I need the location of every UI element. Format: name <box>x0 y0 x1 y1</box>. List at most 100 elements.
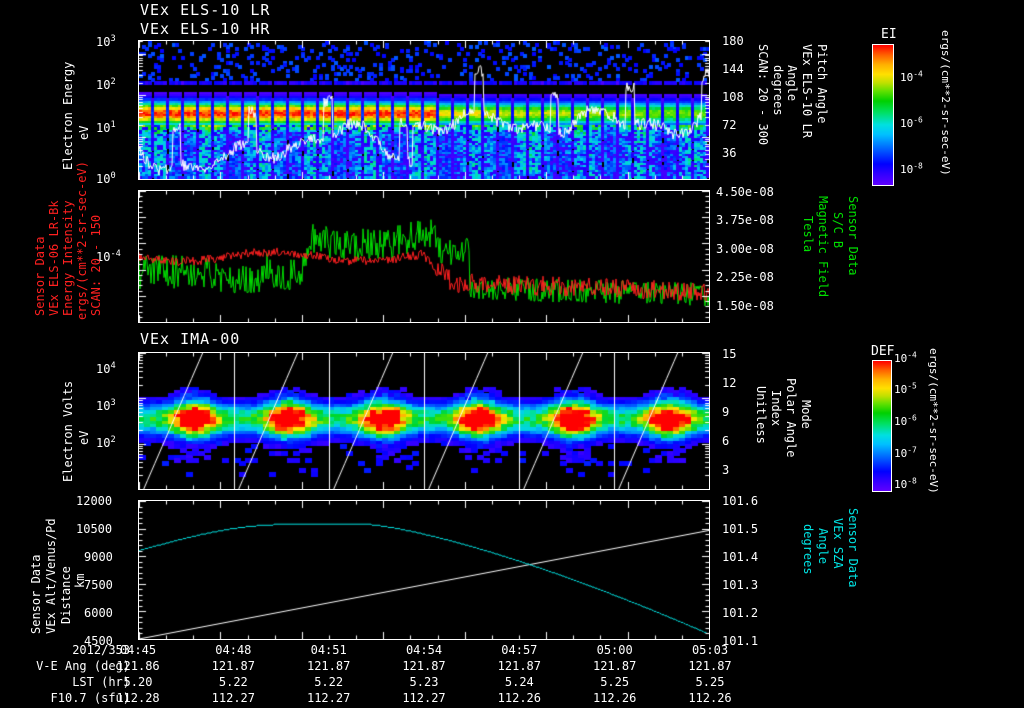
panel4-y2tick-1014: 101.4 <box>722 550 759 564</box>
panel1-y2label-angle: Angle <box>785 65 799 102</box>
colorbar2-units: ergs/(cm**2-sr-sec-eV) <box>927 348 940 494</box>
table-cell: 5.22 <box>218 675 248 689</box>
colorbar1-tick-1em6: 10-6 <box>900 115 923 130</box>
table-cell: 112.26 <box>497 691 541 705</box>
panel1-y2label-sensor: VEx ELS-10 LR <box>800 44 814 138</box>
colorbar2-tick-1em6: 10-6 <box>894 413 917 428</box>
table-row-label: LST (hr) <box>72 675 130 689</box>
panel2-y2tick-300e08: 3.00e-08 <box>716 242 774 256</box>
panel3-y2label-index: Index <box>769 390 783 427</box>
panel3-ytick-1e3: 103 <box>96 398 116 413</box>
panel4-ytick-4500: 4500 <box>84 634 113 648</box>
colorbar1-tick-1em4: 10-4 <box>900 69 923 84</box>
panel1-y2label-scan: SCAN: 20 - 300 <box>756 44 770 146</box>
panel1-ytick-1e0: 100 <box>96 171 116 186</box>
panel1-ylabel-line2: eV <box>77 125 91 140</box>
colorbar2-tick-1em5: 10-5 <box>894 381 917 396</box>
panel3-ylabel-line1: Electron Volts <box>61 380 75 482</box>
panel-electron-energy-spectrogram[interactable] <box>138 40 710 180</box>
panel4-y2tick-1016: 101.6 <box>722 494 759 508</box>
panel4-ytick-9000: 9000 <box>84 550 113 564</box>
panel4-y2tick-1015: 101.5 <box>722 522 759 536</box>
panel1-y2tick-144: 144 <box>722 62 744 76</box>
panel4-ylabel-distance: Distance <box>59 566 73 624</box>
panel4-y2tick-1011: 101.1 <box>722 634 759 648</box>
panel1-y2label-pitch-angle: Pitch Angle <box>815 44 829 124</box>
panel3-y2tick-15: 15 <box>722 347 737 361</box>
panel2-ylabel-scan: SCAN: 20 - 150 <box>89 214 103 316</box>
panel2-y2label-sc-b: S/C B <box>831 212 845 249</box>
panel-energy-intensity-magnetic-field[interactable] <box>138 190 710 323</box>
table-cell: 04:54 <box>405 643 443 657</box>
panel3-y2tick-3: 3 <box>722 463 730 477</box>
colorbar1-title: EI <box>881 27 897 42</box>
table-cell: 05:00 <box>596 643 633 657</box>
panel4-ytick-12000: 12000 <box>76 494 113 508</box>
panel4-y2label-sza: VEx SZA <box>831 518 845 569</box>
table-row-label: 2012/353 <box>72 643 130 657</box>
panel4-ytick-6000: 6000 <box>84 606 113 620</box>
panel1-ylabel-line1: Electron Energy <box>61 61 75 170</box>
colorbar1-units: ergs/(cm**2-sr-sec-eV) <box>939 30 952 176</box>
table-cell: 112.26 <box>688 691 732 705</box>
panel2-ylabel-quantity: Energy Intensity <box>61 200 75 316</box>
panel3-ytick-1e4: 104 <box>96 361 116 376</box>
table-cell: 112.26 <box>592 691 637 705</box>
table-cell: 112.28 <box>116 691 160 705</box>
panel4-y2tick-1013: 101.3 <box>722 578 759 592</box>
panel4-ylabel-km: km <box>73 573 87 588</box>
panel4-ytick-10500: 10500 <box>76 522 113 536</box>
colorbar2-tick-1em4: 10-4 <box>894 350 917 365</box>
panel4-ytick-7500: 7500 <box>84 578 113 592</box>
colorbar2-tick-1em8: 10-8 <box>894 476 917 491</box>
panel4-y2tick-1012: 101.2 <box>722 606 759 620</box>
table-cell: 5.22 <box>314 675 344 689</box>
table-cell: 112.27 <box>211 691 255 705</box>
panel2-ytick-1e-4: 10-4 <box>96 249 121 264</box>
panel-altitude-sza[interactable] <box>138 500 710 640</box>
colorbar2-gradient <box>872 360 892 492</box>
table-cell: 112.27 <box>306 691 351 705</box>
table-cell: 121.87 <box>402 659 446 673</box>
panel1-y2tick-36: 36 <box>722 146 737 160</box>
panel2-ylabel-units: ergs/(cm**2-sr-sec-eV) <box>75 161 89 320</box>
panel2-ylabel-sensor-data: Sensor Data <box>33 236 47 316</box>
colorbar2-title: DEF <box>871 344 895 359</box>
panel2-y2label-magnetic-field: Magnetic Field <box>816 196 830 298</box>
panel2-y2label-sensor-data: Sensor Data <box>846 196 860 276</box>
panel3-y2tick-9: 9 <box>722 405 730 419</box>
panel3-y2label-unitless: Unitless <box>754 386 768 444</box>
panel4-y2label-sensor-data: Sensor Data <box>846 508 860 588</box>
table-cell: 121.87 <box>306 659 351 673</box>
panel1-title-lr: VEx ELS-10 LR <box>140 1 271 19</box>
table-cell: 121.86 <box>116 659 160 673</box>
panel3-y2label-mode: Mode <box>799 400 813 429</box>
table-cell: 5.25 <box>600 675 630 689</box>
panel3-title: VEx IMA-00 <box>140 330 241 348</box>
panel4-y2label-degrees: degrees <box>801 524 815 575</box>
colorbar1-gradient <box>872 44 894 186</box>
panel1-title-hr: VEx ELS-10 HR <box>140 20 271 38</box>
colorbar2-tick-1em7: 10-7 <box>894 445 917 460</box>
panel4-ylabel-quantity: VEx Alt/Venus/Pd <box>44 518 58 634</box>
panel1-ytick-1e2: 102 <box>96 77 116 92</box>
panel1-ytick-1e3: 103 <box>96 34 116 49</box>
panel2-y2tick-450e08: 4.50e-08 <box>716 185 774 199</box>
panel3-y2tick-12: 12 <box>722 376 737 390</box>
table-cell: 121.87 <box>592 659 637 673</box>
table-cell: 5.24 <box>504 675 534 689</box>
panel2-y2label-tesla: Tesla <box>801 216 815 253</box>
panel2-y2tick-225e08: 2.25e-08 <box>716 270 774 284</box>
panel2-ylabel-instrument: VEx ELS-06 LR-Bk <box>47 200 61 316</box>
table-cell: 112.27 <box>402 691 446 705</box>
panel3-y2label-polar-angle: Polar Angle <box>784 378 798 458</box>
panel4-y2label-angle: Angle <box>816 528 830 565</box>
panel-ima-ion-spectrogram[interactable] <box>138 352 710 490</box>
panel1-ytick-1e1: 101 <box>96 120 116 135</box>
table-cell: 121.87 <box>688 659 732 673</box>
table-cell: 121.87 <box>211 659 255 673</box>
panel1-y2tick-180: 180 <box>722 34 744 48</box>
colorbar1-tick-1em8: 10-8 <box>900 161 923 176</box>
table-cell: 05:03 <box>691 643 729 657</box>
